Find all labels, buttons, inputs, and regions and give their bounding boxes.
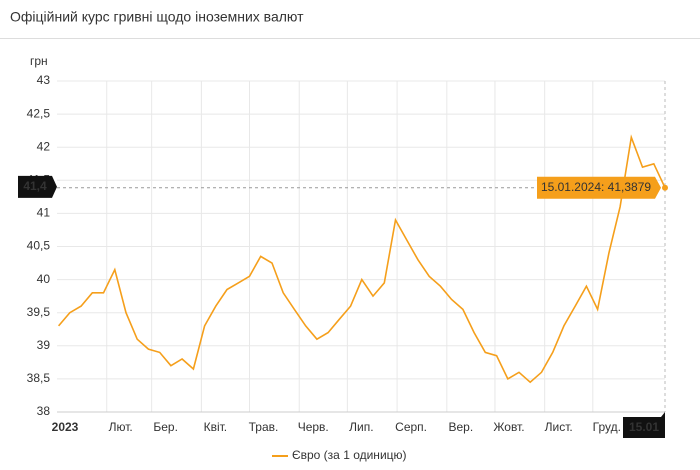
x-tick-label: Лист. bbox=[545, 420, 573, 434]
hover-point bbox=[662, 184, 668, 191]
x-tick-label: Лип. bbox=[349, 420, 373, 434]
header bbox=[0, 0, 700, 38]
legend-label: Євро (за 1 одиницю) bbox=[292, 448, 407, 462]
x-tick-label: Черв. bbox=[298, 420, 329, 434]
x-tick-label: Вер. bbox=[448, 420, 473, 434]
y-tick-label: 42 bbox=[37, 139, 51, 153]
series-line bbox=[57, 134, 666, 384]
y-tick-label: 43 bbox=[37, 73, 51, 87]
y-tick-label: 38,5 bbox=[27, 371, 51, 385]
tooltip-box bbox=[537, 176, 661, 199]
y-tick-label: 39 bbox=[37, 338, 51, 352]
y-axis-label: грн bbox=[30, 54, 48, 68]
x-tick-label: Лют. bbox=[109, 420, 133, 434]
x-tick-label: Трав. bbox=[249, 420, 279, 434]
y-marker-label: 41,4 bbox=[23, 179, 47, 193]
x-tick-label: Бер. bbox=[153, 420, 178, 434]
x-tick-label: 2023 bbox=[52, 420, 79, 434]
chart-title: Офіційний курс гривні щодо іноземних вал… bbox=[10, 9, 304, 25]
y-tick-label: 40,5 bbox=[27, 239, 51, 253]
tooltip-text: 15.01.2024: 41,3879 bbox=[541, 180, 651, 194]
y-tick-label: 40 bbox=[37, 272, 51, 286]
y-tick-label: 39,5 bbox=[27, 305, 51, 319]
x-marker-box bbox=[623, 412, 665, 438]
x-marker-label: 15.01 bbox=[629, 420, 659, 434]
y-tick-label: 41 bbox=[37, 206, 51, 220]
y-tick-label: 42,5 bbox=[27, 106, 51, 120]
x-tick-label: Серп. bbox=[395, 420, 427, 434]
y-marker-box bbox=[18, 175, 57, 198]
y-tick-label: 38 bbox=[37, 404, 51, 418]
x-tick-label: Квіт. bbox=[204, 420, 228, 434]
x-tick-label: Груд. bbox=[593, 420, 621, 434]
x-tick-label: Жовт. bbox=[493, 420, 524, 434]
